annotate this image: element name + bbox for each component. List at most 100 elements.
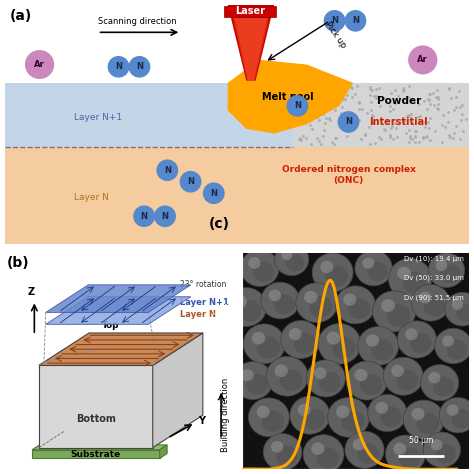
Text: Interstitial: Interstitial [369, 117, 428, 127]
Circle shape [440, 264, 460, 283]
Circle shape [326, 265, 348, 287]
Circle shape [248, 398, 289, 437]
Circle shape [358, 443, 379, 464]
Text: Layer N: Layer N [180, 310, 216, 319]
Circle shape [281, 320, 321, 358]
Circle shape [303, 435, 344, 474]
Circle shape [343, 293, 356, 306]
Text: Pick up: Pick up [323, 19, 347, 50]
Circle shape [348, 298, 371, 319]
Circle shape [234, 295, 247, 308]
Circle shape [368, 394, 407, 432]
Text: N: N [187, 177, 194, 186]
Circle shape [226, 288, 266, 327]
Text: Building direction: Building direction [221, 378, 230, 452]
Circle shape [26, 51, 54, 78]
Circle shape [256, 406, 270, 418]
Circle shape [318, 323, 361, 364]
Circle shape [447, 340, 467, 359]
Text: N: N [115, 62, 122, 71]
Circle shape [253, 262, 274, 282]
Circle shape [287, 96, 308, 116]
Text: Layer N+1: Layer N+1 [180, 298, 229, 307]
Text: Layer N+1: Layer N+1 [74, 113, 123, 122]
Circle shape [383, 357, 423, 395]
Circle shape [266, 356, 308, 396]
Polygon shape [228, 5, 274, 81]
Circle shape [294, 333, 316, 354]
Circle shape [385, 435, 426, 473]
Circle shape [381, 407, 402, 427]
Text: N: N [345, 118, 352, 127]
Circle shape [424, 296, 445, 317]
Polygon shape [5, 147, 469, 244]
Circle shape [338, 112, 359, 132]
Circle shape [332, 337, 356, 359]
Circle shape [375, 402, 388, 414]
Text: 23° rotation: 23° rotation [180, 280, 227, 289]
Circle shape [296, 283, 337, 323]
Circle shape [134, 206, 155, 227]
Circle shape [269, 290, 281, 301]
Circle shape [314, 367, 327, 379]
Circle shape [411, 284, 450, 321]
Circle shape [355, 250, 392, 286]
Circle shape [328, 397, 370, 437]
Circle shape [403, 400, 444, 439]
Circle shape [402, 272, 426, 294]
Circle shape [433, 376, 454, 396]
Circle shape [436, 444, 456, 463]
Circle shape [312, 253, 353, 292]
Text: N: N [294, 101, 301, 110]
Text: Powder: Powder [377, 96, 422, 106]
Polygon shape [160, 445, 167, 458]
Circle shape [263, 434, 302, 470]
Circle shape [241, 369, 254, 381]
Circle shape [386, 304, 410, 327]
Polygon shape [293, 83, 469, 147]
Circle shape [397, 266, 411, 280]
Circle shape [445, 292, 474, 326]
Circle shape [346, 361, 387, 400]
Polygon shape [228, 60, 353, 134]
Circle shape [129, 57, 150, 77]
Circle shape [367, 262, 388, 282]
Circle shape [320, 261, 333, 273]
Text: Melt pool: Melt pool [262, 91, 314, 102]
Circle shape [324, 11, 345, 31]
Text: (a): (a) [9, 9, 32, 23]
Circle shape [273, 294, 295, 314]
Circle shape [345, 11, 365, 31]
Circle shape [428, 253, 465, 288]
Circle shape [405, 328, 418, 340]
Circle shape [243, 324, 285, 364]
Circle shape [417, 413, 439, 434]
Circle shape [366, 334, 379, 347]
Circle shape [109, 57, 129, 77]
Circle shape [345, 431, 384, 468]
Polygon shape [230, 6, 272, 81]
Circle shape [203, 183, 224, 203]
Circle shape [363, 257, 374, 269]
Circle shape [336, 405, 349, 418]
Text: N: N [136, 62, 143, 71]
Circle shape [155, 206, 175, 227]
Circle shape [442, 335, 454, 346]
Circle shape [336, 286, 375, 324]
Text: N: N [331, 16, 338, 25]
Circle shape [397, 321, 437, 358]
Circle shape [439, 397, 474, 433]
Circle shape [316, 447, 339, 469]
Circle shape [371, 339, 393, 361]
Polygon shape [5, 83, 469, 147]
Polygon shape [39, 365, 153, 447]
Circle shape [240, 250, 279, 286]
Text: Bottom: Bottom [76, 414, 116, 424]
Circle shape [274, 365, 288, 377]
Polygon shape [32, 450, 160, 458]
Circle shape [311, 442, 324, 455]
Circle shape [355, 369, 368, 382]
Text: Top: Top [102, 321, 119, 330]
Text: Scanning direction: Scanning direction [98, 18, 176, 27]
Text: Z: Z [27, 287, 35, 297]
